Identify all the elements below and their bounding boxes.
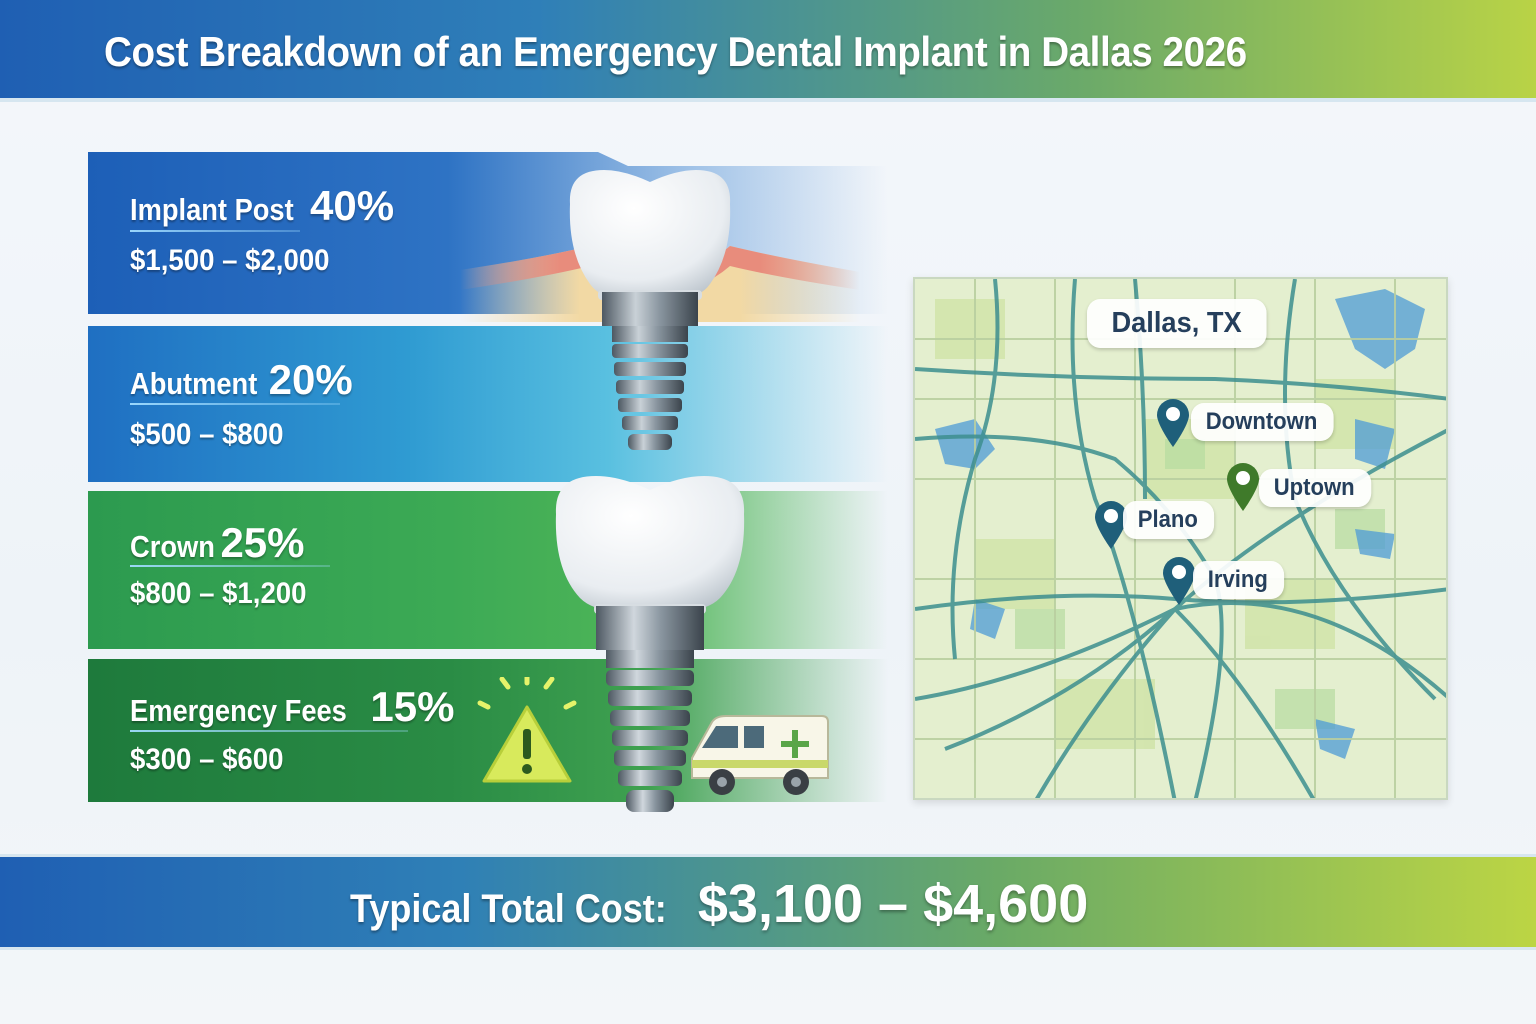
warning-icon [477,677,577,783]
component-percent: 40% [310,182,395,229]
component-name: Emergency Fees [130,693,347,728]
cost-panel-crown: Crown 25% $800 – $1,200 [88,491,888,649]
dental-implant-icon [569,170,731,450]
map-label-uptown[interactable]: Uptown [1259,469,1372,507]
component-price: $500 – $800 [130,418,284,451]
map-pin-icon[interactable] [1155,397,1191,449]
divider [130,565,330,567]
component-name: Abutment [130,366,258,401]
component-price: $300 – $600 [130,743,284,776]
component-name: Implant Post [130,192,294,227]
total-cost-banner: Typical Total Cost: $3,100 – $4,600 [0,854,1536,950]
page-title: Cost Breakdown of an Emergency Dental Im… [104,28,1247,75]
dental-implant-icon [555,476,745,812]
component-percent: 15% [370,683,455,730]
divider [130,230,300,232]
component-price: $1,500 – $2,000 [130,244,330,277]
map-pin-icon[interactable] [1161,555,1197,607]
dallas-map[interactable]: Dallas, TX Downtown Uptown Plano Irving [913,277,1448,800]
ambulance-icon [691,715,829,795]
component-percent: 20% [268,356,353,403]
cost-panel-abutment: Abutment 20% $500 – $800 [88,326,888,482]
map-roads [915,279,1446,798]
component-price: $800 – $1,200 [130,577,307,610]
total-label: Typical Total Cost: [350,887,667,931]
component-name: Crown [130,529,215,564]
divider [130,403,340,405]
map-label-downtown[interactable]: Downtown [1191,403,1334,441]
map-title: Dallas, TX [1087,299,1267,348]
divider [130,730,408,732]
header-banner: Cost Breakdown of an Emergency Dental Im… [0,0,1536,102]
component-percent: 25% [220,519,305,566]
map-pin-icon[interactable] [1093,499,1129,551]
total-value: $3,100 – $4,600 [697,874,1089,934]
map-pin-icon[interactable] [1225,461,1261,513]
map-label-plano[interactable]: Plano [1123,501,1215,539]
map-label-irving[interactable]: Irving [1193,561,1285,599]
